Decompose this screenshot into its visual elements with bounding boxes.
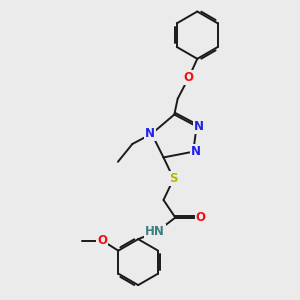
Text: O: O — [184, 71, 194, 84]
Text: N: N — [194, 120, 204, 133]
Text: O: O — [196, 211, 206, 224]
Text: O: O — [97, 234, 107, 247]
Text: S: S — [169, 172, 178, 185]
Text: N: N — [145, 127, 155, 140]
Text: N: N — [191, 145, 201, 158]
Text: HN: HN — [145, 225, 165, 238]
